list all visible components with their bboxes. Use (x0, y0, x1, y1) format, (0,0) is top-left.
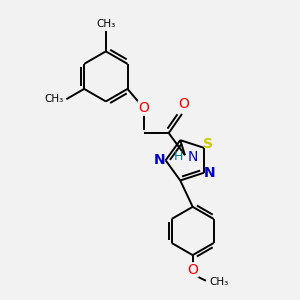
Text: N: N (188, 150, 198, 164)
Text: O: O (187, 263, 198, 277)
Text: CH₃: CH₃ (44, 94, 63, 104)
Text: N: N (204, 166, 216, 180)
Text: S: S (203, 137, 213, 151)
Text: CH₃: CH₃ (96, 19, 116, 29)
Text: O: O (178, 97, 189, 111)
Text: CH₃: CH₃ (209, 277, 228, 287)
Text: H: H (174, 150, 184, 163)
Text: O: O (138, 101, 149, 115)
Text: N: N (154, 153, 166, 167)
